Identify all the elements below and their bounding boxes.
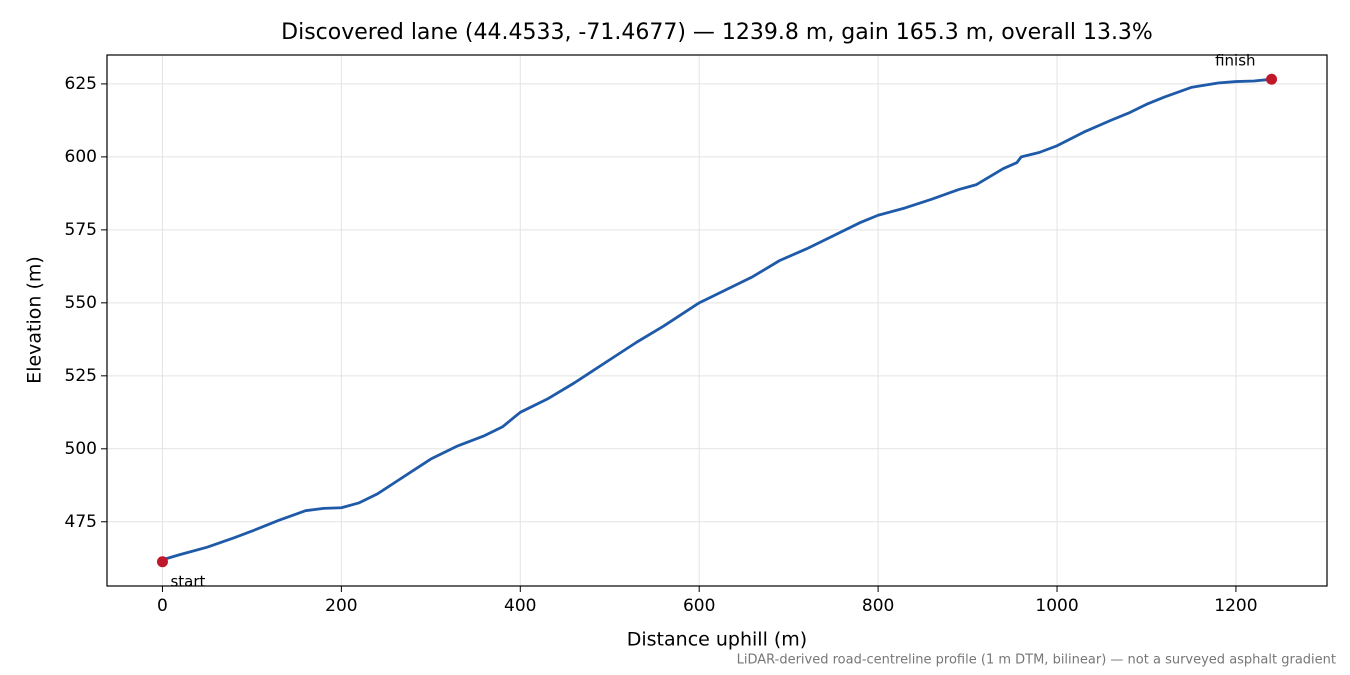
y-axis-label: Elevation (m) (24, 256, 46, 384)
x-tick-label: 400 (504, 596, 536, 616)
y-tick-label: 625 (65, 74, 97, 94)
y-tick-label: 550 (65, 293, 97, 313)
chart-title: Discovered lane (44.4533, -71.4677) — 12… (281, 20, 1153, 45)
x-tick-label: 1200 (1214, 596, 1257, 616)
y-tick-label: 525 (65, 366, 97, 386)
plot-frame (106, 54, 1328, 587)
x-tick-label: 200 (325, 596, 357, 616)
x-axis-label: Distance uphill (m) (627, 629, 807, 651)
x-tick-label: 0 (157, 596, 168, 616)
y-tick-label: 500 (65, 439, 97, 459)
x-tick-label: 800 (862, 596, 894, 616)
endpoint-label: finish (1215, 52, 1255, 70)
endpoint-label: start (170, 572, 205, 590)
y-tick-label: 575 (65, 220, 97, 240)
elevation-line (162, 77, 1272, 562)
y-tick-label: 600 (65, 147, 97, 167)
x-tick-label: 600 (683, 596, 715, 616)
x-tick-label: 1000 (1035, 596, 1078, 616)
endpoint-marker (1266, 73, 1278, 85)
y-tick-label: 475 (65, 512, 97, 532)
footnote: LiDAR-derived road-centreline profile (1… (737, 653, 1336, 668)
endpoint-marker (156, 556, 168, 568)
